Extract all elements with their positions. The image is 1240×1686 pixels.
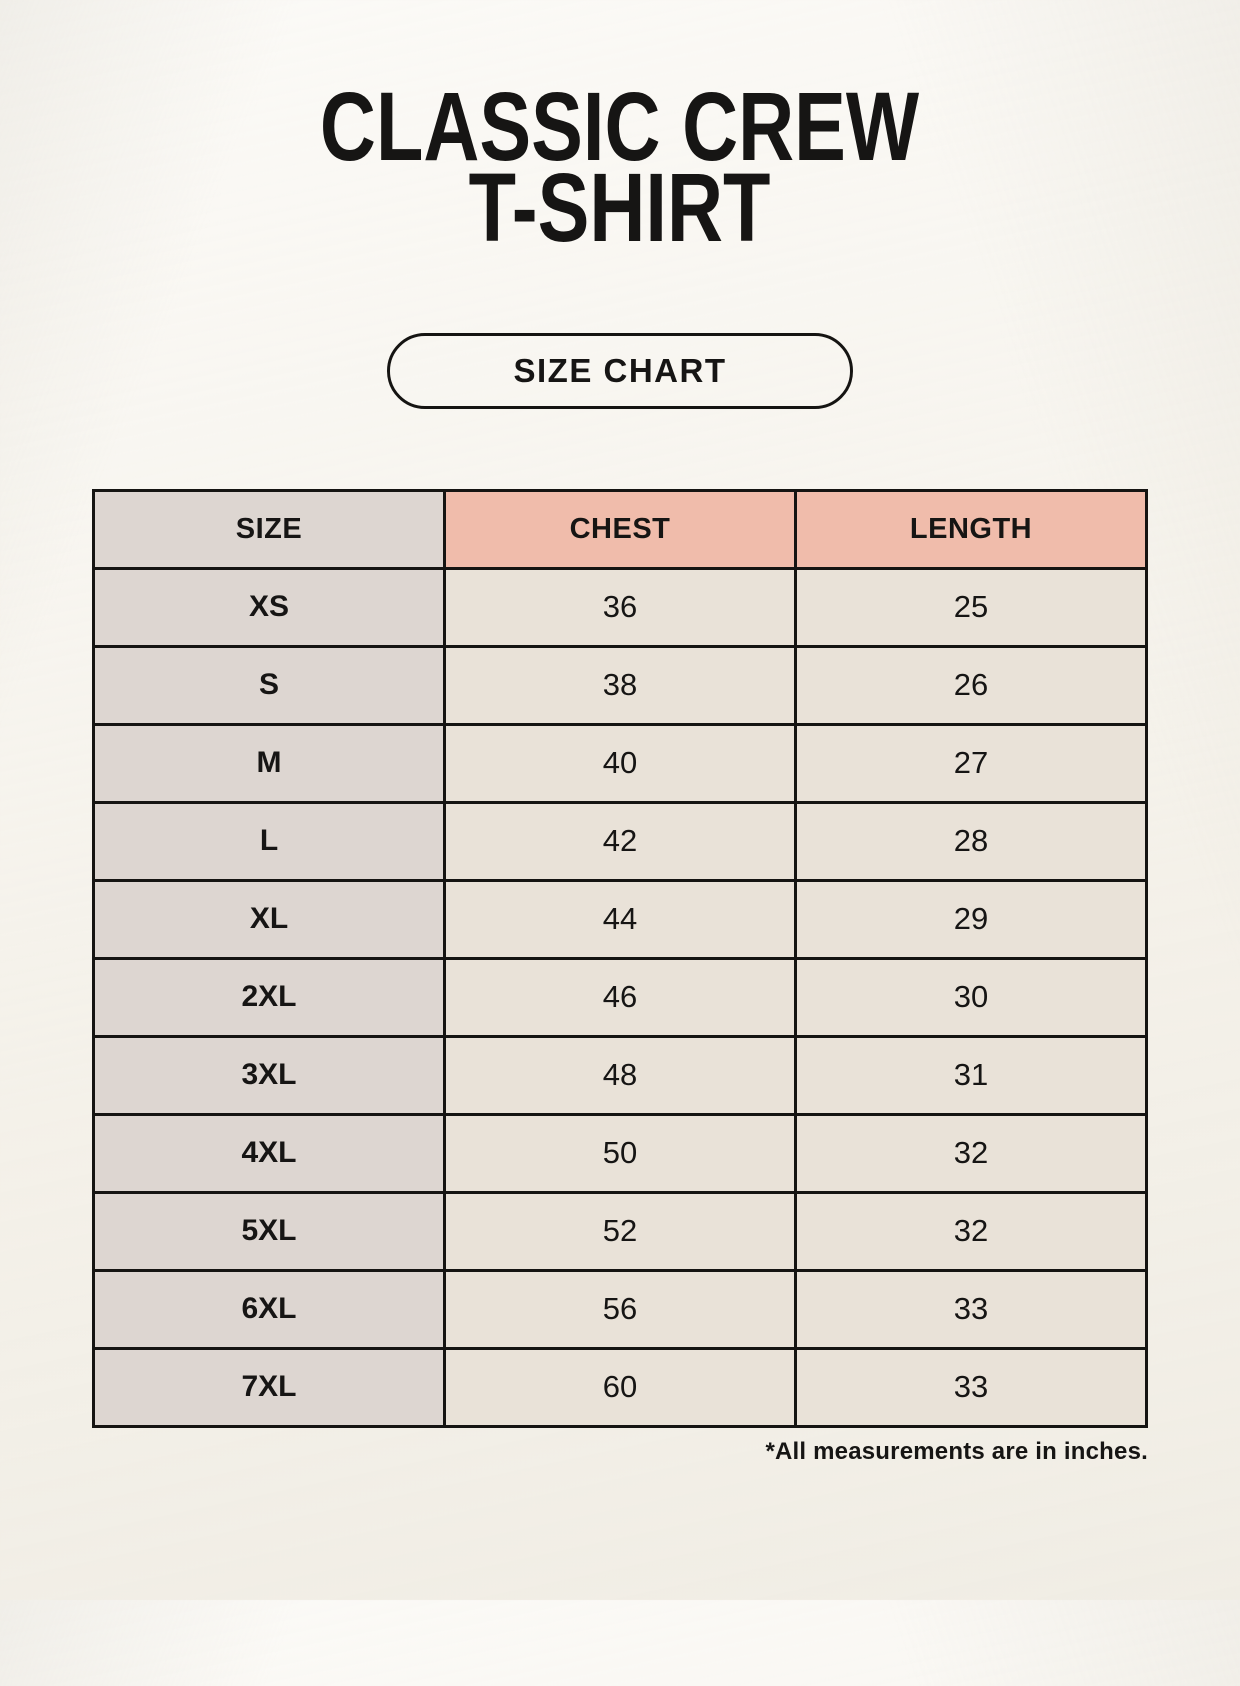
chest-cell: 46 <box>443 956 797 1038</box>
chest-cell: 50 <box>443 1112 797 1194</box>
size-cell: 6XL <box>92 1268 446 1350</box>
size-cell: S <box>92 644 446 726</box>
size-cell: M <box>92 722 446 804</box>
column-header-length: LENGTH <box>794 488 1148 570</box>
chest-cell: 36 <box>443 566 797 648</box>
size-chart-table-container: SIZE CHEST LENGTH XS 36 25 S 38 26 M 40 … <box>92 488 1148 1428</box>
chest-cell: 48 <box>443 1034 797 1116</box>
length-cell: 30 <box>794 956 1148 1038</box>
size-cell: 7XL <box>92 1346 446 1428</box>
size-chart-table: SIZE CHEST LENGTH XS 36 25 S 38 26 M 40 … <box>92 488 1148 1428</box>
chest-cell: 42 <box>443 800 797 882</box>
size-cell: 5XL <box>92 1190 446 1272</box>
length-cell: 32 <box>794 1112 1148 1194</box>
column-header-chest: CHEST <box>443 488 797 570</box>
chest-cell: 40 <box>443 722 797 804</box>
column-header-size: SIZE <box>92 488 446 570</box>
chest-cell: 52 <box>443 1190 797 1272</box>
measurements-footnote: *All measurements are in inches. <box>765 1437 1148 1465</box>
length-cell: 26 <box>794 644 1148 726</box>
size-cell: XS <box>92 566 446 648</box>
size-chart-button-container: SIZE CHART <box>0 332 1240 409</box>
table-row: 4XL 50 32 <box>92 1112 1148 1194</box>
size-chart-button[interactable]: SIZE CHART <box>387 332 853 409</box>
chest-cell: 60 <box>443 1346 797 1428</box>
page-title: CLASSIC CREW T-SHIRT <box>0 72 1240 263</box>
table-row: 2XL 46 30 <box>92 956 1148 1038</box>
size-cell: 2XL <box>92 956 446 1038</box>
chest-cell: 38 <box>443 644 797 726</box>
table-header-row: SIZE CHEST LENGTH <box>92 488 1148 570</box>
size-cell: XL <box>92 878 446 960</box>
length-cell: 27 <box>794 722 1148 804</box>
chest-cell: 56 <box>443 1268 797 1350</box>
length-cell: 29 <box>794 878 1148 960</box>
table-row: M 40 27 <box>92 722 1148 804</box>
table-row: XS 36 25 <box>92 566 1148 648</box>
length-cell: 28 <box>794 800 1148 882</box>
page-title-line2: T-SHIRT <box>469 153 771 263</box>
table-row: 5XL 52 32 <box>92 1190 1148 1272</box>
table-row: 3XL 48 31 <box>92 1034 1148 1116</box>
size-cell: 4XL <box>92 1112 446 1194</box>
size-cell: L <box>92 800 446 882</box>
length-cell: 33 <box>794 1346 1148 1428</box>
chest-cell: 44 <box>443 878 797 960</box>
length-cell: 25 <box>794 566 1148 648</box>
size-table-body: XS 36 25 S 38 26 M 40 27 L 42 28 XL 44 2… <box>92 566 1148 1428</box>
table-row: 7XL 60 33 <box>92 1346 1148 1428</box>
table-row: 6XL 56 33 <box>92 1268 1148 1350</box>
table-row: L 42 28 <box>92 800 1148 882</box>
page-background: CLASSIC CREW T-SHIRT SIZE CHART SIZE CHE… <box>0 72 1240 1686</box>
page-title-line1: CLASSIC CREW <box>320 72 920 181</box>
table-row: S 38 26 <box>92 644 1148 726</box>
length-cell: 33 <box>794 1268 1148 1350</box>
length-cell: 31 <box>794 1034 1148 1116</box>
size-cell: 3XL <box>92 1034 446 1116</box>
length-cell: 32 <box>794 1190 1148 1272</box>
table-row: XL 44 29 <box>92 878 1148 960</box>
